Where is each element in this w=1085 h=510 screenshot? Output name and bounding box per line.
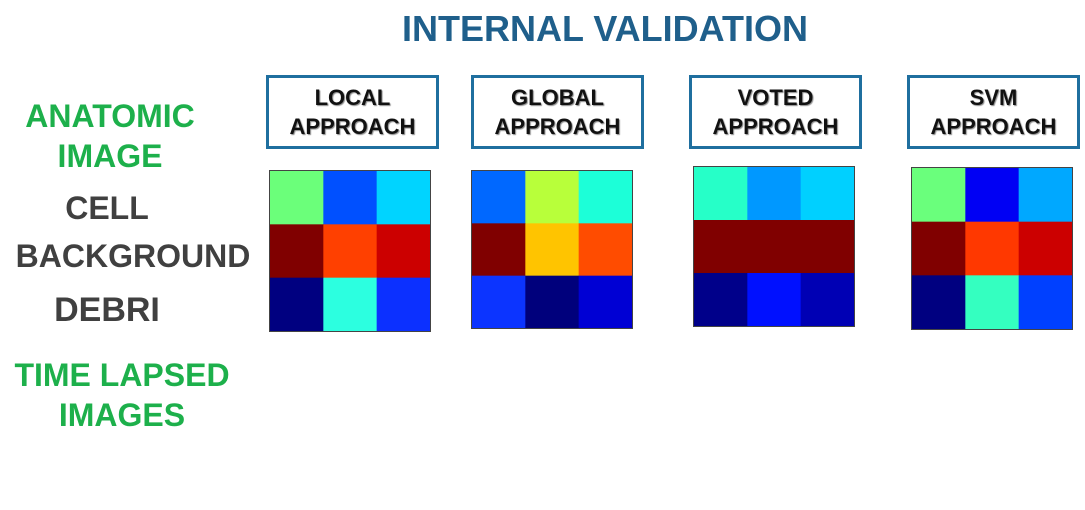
- time-lapsed-line1: TIME LAPSED: [14, 357, 230, 393]
- local-heatmap-svg: [270, 171, 430, 331]
- heatmap-cell: [1018, 275, 1072, 329]
- anatomic-label-line1: ANATOMIC: [25, 98, 195, 134]
- page-title: INTERNAL VALIDATION: [402, 8, 808, 49]
- global-approach-box: GLOBAL APPROACH: [471, 75, 644, 149]
- heatmap-cell: [694, 167, 748, 221]
- heatmap-cell: [376, 171, 430, 225]
- heatmap-cell: [912, 275, 966, 329]
- panel-title-line2: APPROACH: [712, 114, 839, 139]
- panel-title-line2: APPROACH: [289, 114, 416, 139]
- heatmap-cell: [1018, 221, 1072, 276]
- heatmap-cell: [747, 167, 802, 221]
- heatmap-cell: [525, 171, 580, 224]
- heatmap-cell: [912, 168, 966, 223]
- anatomic-image-label: ANATOMIC IMAGE: [10, 96, 210, 176]
- heatmap-cell: [965, 168, 1020, 223]
- heatmap-cell: [800, 273, 854, 326]
- panel-title-line2: APPROACH: [930, 114, 1057, 139]
- svm-heatmap: [911, 167, 1073, 330]
- voted-heatmap: [693, 166, 855, 327]
- heatmap-cell: [747, 220, 802, 274]
- heatmap-cell: [376, 277, 430, 331]
- local-heatmap: [269, 170, 431, 332]
- anatomic-label-line2: IMAGE: [57, 138, 163, 174]
- heatmap-cell: [694, 220, 748, 274]
- heatmap-cell: [472, 223, 526, 277]
- panel-title-line1: LOCAL: [314, 85, 391, 110]
- heatmap-cell: [578, 223, 632, 277]
- heatmap-cell: [800, 167, 854, 221]
- heatmap-cell: [1018, 168, 1072, 223]
- svm-heatmap-svg: [912, 168, 1072, 329]
- heatmap-cell: [270, 277, 324, 331]
- heatmap-cell: [800, 220, 854, 274]
- debri-label: DEBRI: [54, 291, 160, 329]
- heatmap-cell: [694, 273, 748, 326]
- heatmap-cell: [323, 224, 378, 279]
- panel-title-line1: GLOBAL: [511, 85, 604, 110]
- heatmap-cell: [912, 221, 966, 276]
- heatmap-cell: [472, 171, 526, 224]
- panel-title-line2: APPROACH: [494, 114, 621, 139]
- panel-title-line1: SVM: [969, 85, 1018, 110]
- heatmap-cell: [965, 275, 1020, 329]
- voted-approach-box: VOTED APPROACH: [689, 75, 862, 149]
- panel-title-line1: VOTED: [737, 85, 814, 110]
- heatmap-cell: [376, 224, 430, 279]
- voted-heatmap-svg: [694, 167, 854, 326]
- heatmap-cell: [578, 171, 632, 224]
- heatmap-cell: [323, 171, 378, 225]
- local-approach-box: LOCAL APPROACH: [266, 75, 439, 149]
- time-lapsed-line2: IMAGES: [58, 397, 186, 433]
- global-heatmap-svg: [472, 171, 632, 328]
- heatmap-cell: [270, 171, 324, 225]
- heatmap-cell: [965, 221, 1020, 276]
- global-heatmap: [471, 170, 633, 329]
- heatmap-cell: [270, 224, 324, 279]
- svm-approach-box: SVM APPROACH: [907, 75, 1080, 149]
- heatmap-cell: [525, 223, 580, 277]
- cell-label: CELL: [65, 190, 149, 226]
- time-lapsed-label: TIME LAPSED IMAGES: [4, 355, 240, 435]
- heatmap-cell: [578, 275, 632, 328]
- heatmap-cell: [323, 277, 378, 331]
- heatmap-cell: [747, 273, 802, 326]
- background-label: BACKGROUND: [15, 238, 251, 274]
- heatmap-cell: [472, 275, 526, 328]
- heatmap-cell: [525, 275, 580, 328]
